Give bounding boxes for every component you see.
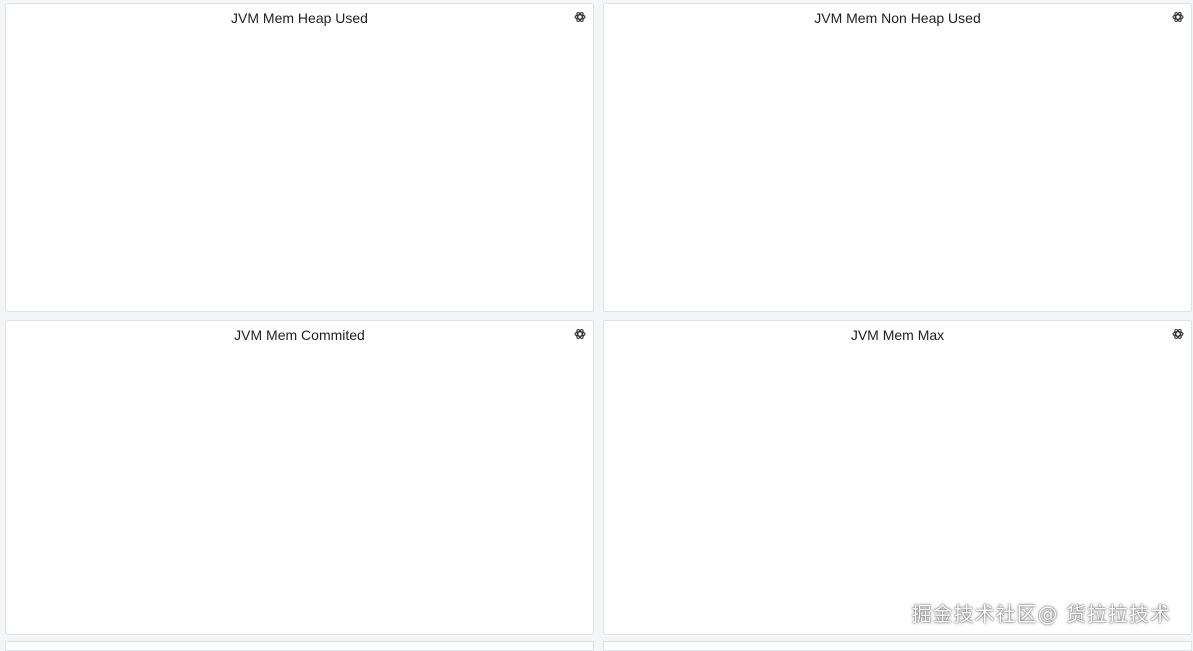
openai-icon[interactable]: 10 GB20 GB30 GB40 GB06:0009:0012:0015:00… (573, 327, 587, 341)
panel-max: JVM Mem Max 20 GB40 GB60 GB80 GB06:0009:… (603, 320, 1192, 635)
chart-heap (6, 4, 594, 312)
openai-icon[interactable]: 20 GB40 GB60 GB80 GB06:0009:0012:0015:00… (1171, 327, 1185, 341)
panel-non-heap-used: JVM Mem Non Heap Used 1 GB2 GB3 GB06:000… (603, 3, 1192, 312)
panel-title: JVM Mem Max (850, 327, 945, 343)
chart-committed (6, 321, 594, 635)
next-panel-edge-left (5, 641, 594, 651)
panel-title: JVM Mem Commited (234, 327, 365, 343)
panel-heap-used: JVM Mem Heap Used 10 GB20 GB30 GB06:0009… (5, 3, 594, 312)
panel-title: JVM Mem Heap Used (231, 10, 368, 26)
openai-icon[interactable]: 10 GB20 GB30 GB06:0009:0012:0015:0018:00… (573, 10, 587, 24)
chart-max (604, 321, 1192, 635)
chart-non-heap (604, 4, 1192, 312)
panel-title: JVM Mem Non Heap Used (814, 10, 981, 26)
openai-icon[interactable]: 1 GB2 GB3 GB06:0009:0012:0015:0018:00Met… (1171, 10, 1185, 24)
watermark: 掘金技术社区@ 货拉拉技术 (911, 602, 1171, 626)
panel-committed: JVM Mem Commited 10 GB20 GB30 GB40 GB06:… (5, 320, 594, 635)
next-panel-edge-right (603, 641, 1192, 651)
